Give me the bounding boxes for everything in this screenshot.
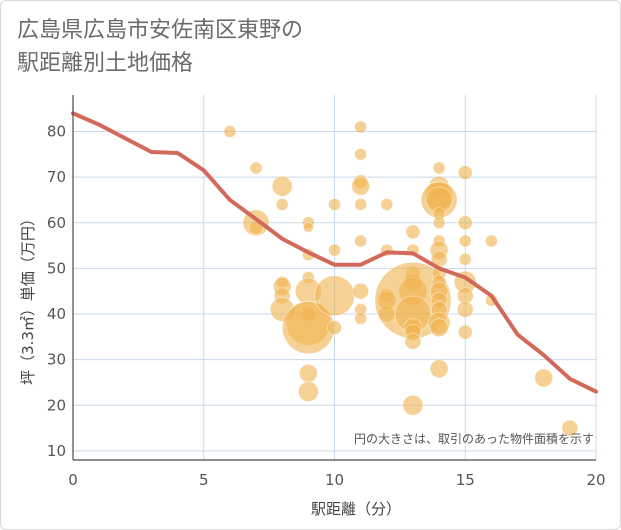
bubble-point xyxy=(432,161,446,175)
bubble-point xyxy=(458,234,472,248)
y-tick-label: 60 xyxy=(47,214,66,232)
x-tick-label: 0 xyxy=(68,471,78,489)
y-tick-label: 30 xyxy=(47,351,66,369)
bubble-point xyxy=(275,198,289,211)
bubble-point xyxy=(404,332,422,350)
y-tick-label: 70 xyxy=(47,168,66,186)
x-tick-label: 5 xyxy=(199,471,209,489)
bubble-point xyxy=(352,282,370,300)
bubble-point xyxy=(402,394,424,416)
bubble-point xyxy=(534,368,554,388)
bubble-point xyxy=(354,234,368,248)
bubble-point xyxy=(351,176,371,196)
bubble-point xyxy=(354,147,368,161)
bubble-point xyxy=(457,324,473,340)
y-tick-label: 40 xyxy=(47,305,66,323)
bubble-point xyxy=(457,165,473,180)
bubble-point xyxy=(561,419,579,437)
bubble-point xyxy=(354,120,368,134)
bubble-point xyxy=(314,275,355,317)
tick-labels: 10 20 30 40 50 60 70 80 0 5 10 15 20 xyxy=(47,123,606,490)
trend-line-group xyxy=(71,111,598,394)
bubble-point xyxy=(354,198,368,211)
bubble-point xyxy=(380,198,394,211)
bubble-point xyxy=(429,359,449,379)
axes xyxy=(72,95,596,461)
y-tick-label: 80 xyxy=(47,123,66,141)
x-tick-label: 20 xyxy=(586,471,605,489)
bubble-point xyxy=(223,125,237,138)
x-tick-label: 15 xyxy=(456,471,475,489)
bubble-point xyxy=(327,320,342,336)
bubble-point xyxy=(328,198,341,211)
bubble-point xyxy=(297,381,319,402)
bubble-point xyxy=(249,161,263,175)
trend-line xyxy=(71,111,598,394)
bubble-point xyxy=(405,224,421,240)
bubble-point xyxy=(429,318,449,338)
chart-title: 広島県広島市安佐南区東野の 駅距離別土地価格 xyxy=(17,18,304,76)
bubble-point xyxy=(458,252,472,266)
bubble-point xyxy=(484,234,498,248)
bubble-point xyxy=(298,363,318,383)
bubble-series xyxy=(223,120,579,437)
bubble-point xyxy=(328,243,341,257)
bubble-point xyxy=(354,312,368,325)
x-axis-title: 駅距離（分） xyxy=(311,500,401,518)
chart-note: 円の大きさは、取引のあった物件面積を示す xyxy=(354,431,594,446)
bubble-point xyxy=(432,216,446,230)
y-axis-title: 坪（3.3㎡）単価（万円） xyxy=(19,211,37,385)
x-tick-label: 10 xyxy=(325,471,344,489)
y-tick-label: 20 xyxy=(47,396,66,414)
bubble-point xyxy=(271,175,293,197)
bubble-point xyxy=(456,301,474,318)
y-tick-label: 10 xyxy=(47,442,66,460)
bubble-point xyxy=(457,215,473,231)
bubble-point xyxy=(302,221,314,233)
y-tick-label: 50 xyxy=(47,259,66,277)
